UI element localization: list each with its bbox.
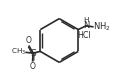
Text: NH$_2$: NH$_2$ — [93, 20, 111, 33]
Text: H: H — [83, 17, 89, 23]
Text: N: N — [83, 21, 89, 30]
Text: CH$_3$: CH$_3$ — [11, 47, 26, 57]
Text: O: O — [26, 36, 32, 45]
Text: HCl: HCl — [77, 31, 91, 40]
Text: S: S — [30, 49, 36, 58]
Text: O: O — [30, 62, 36, 71]
